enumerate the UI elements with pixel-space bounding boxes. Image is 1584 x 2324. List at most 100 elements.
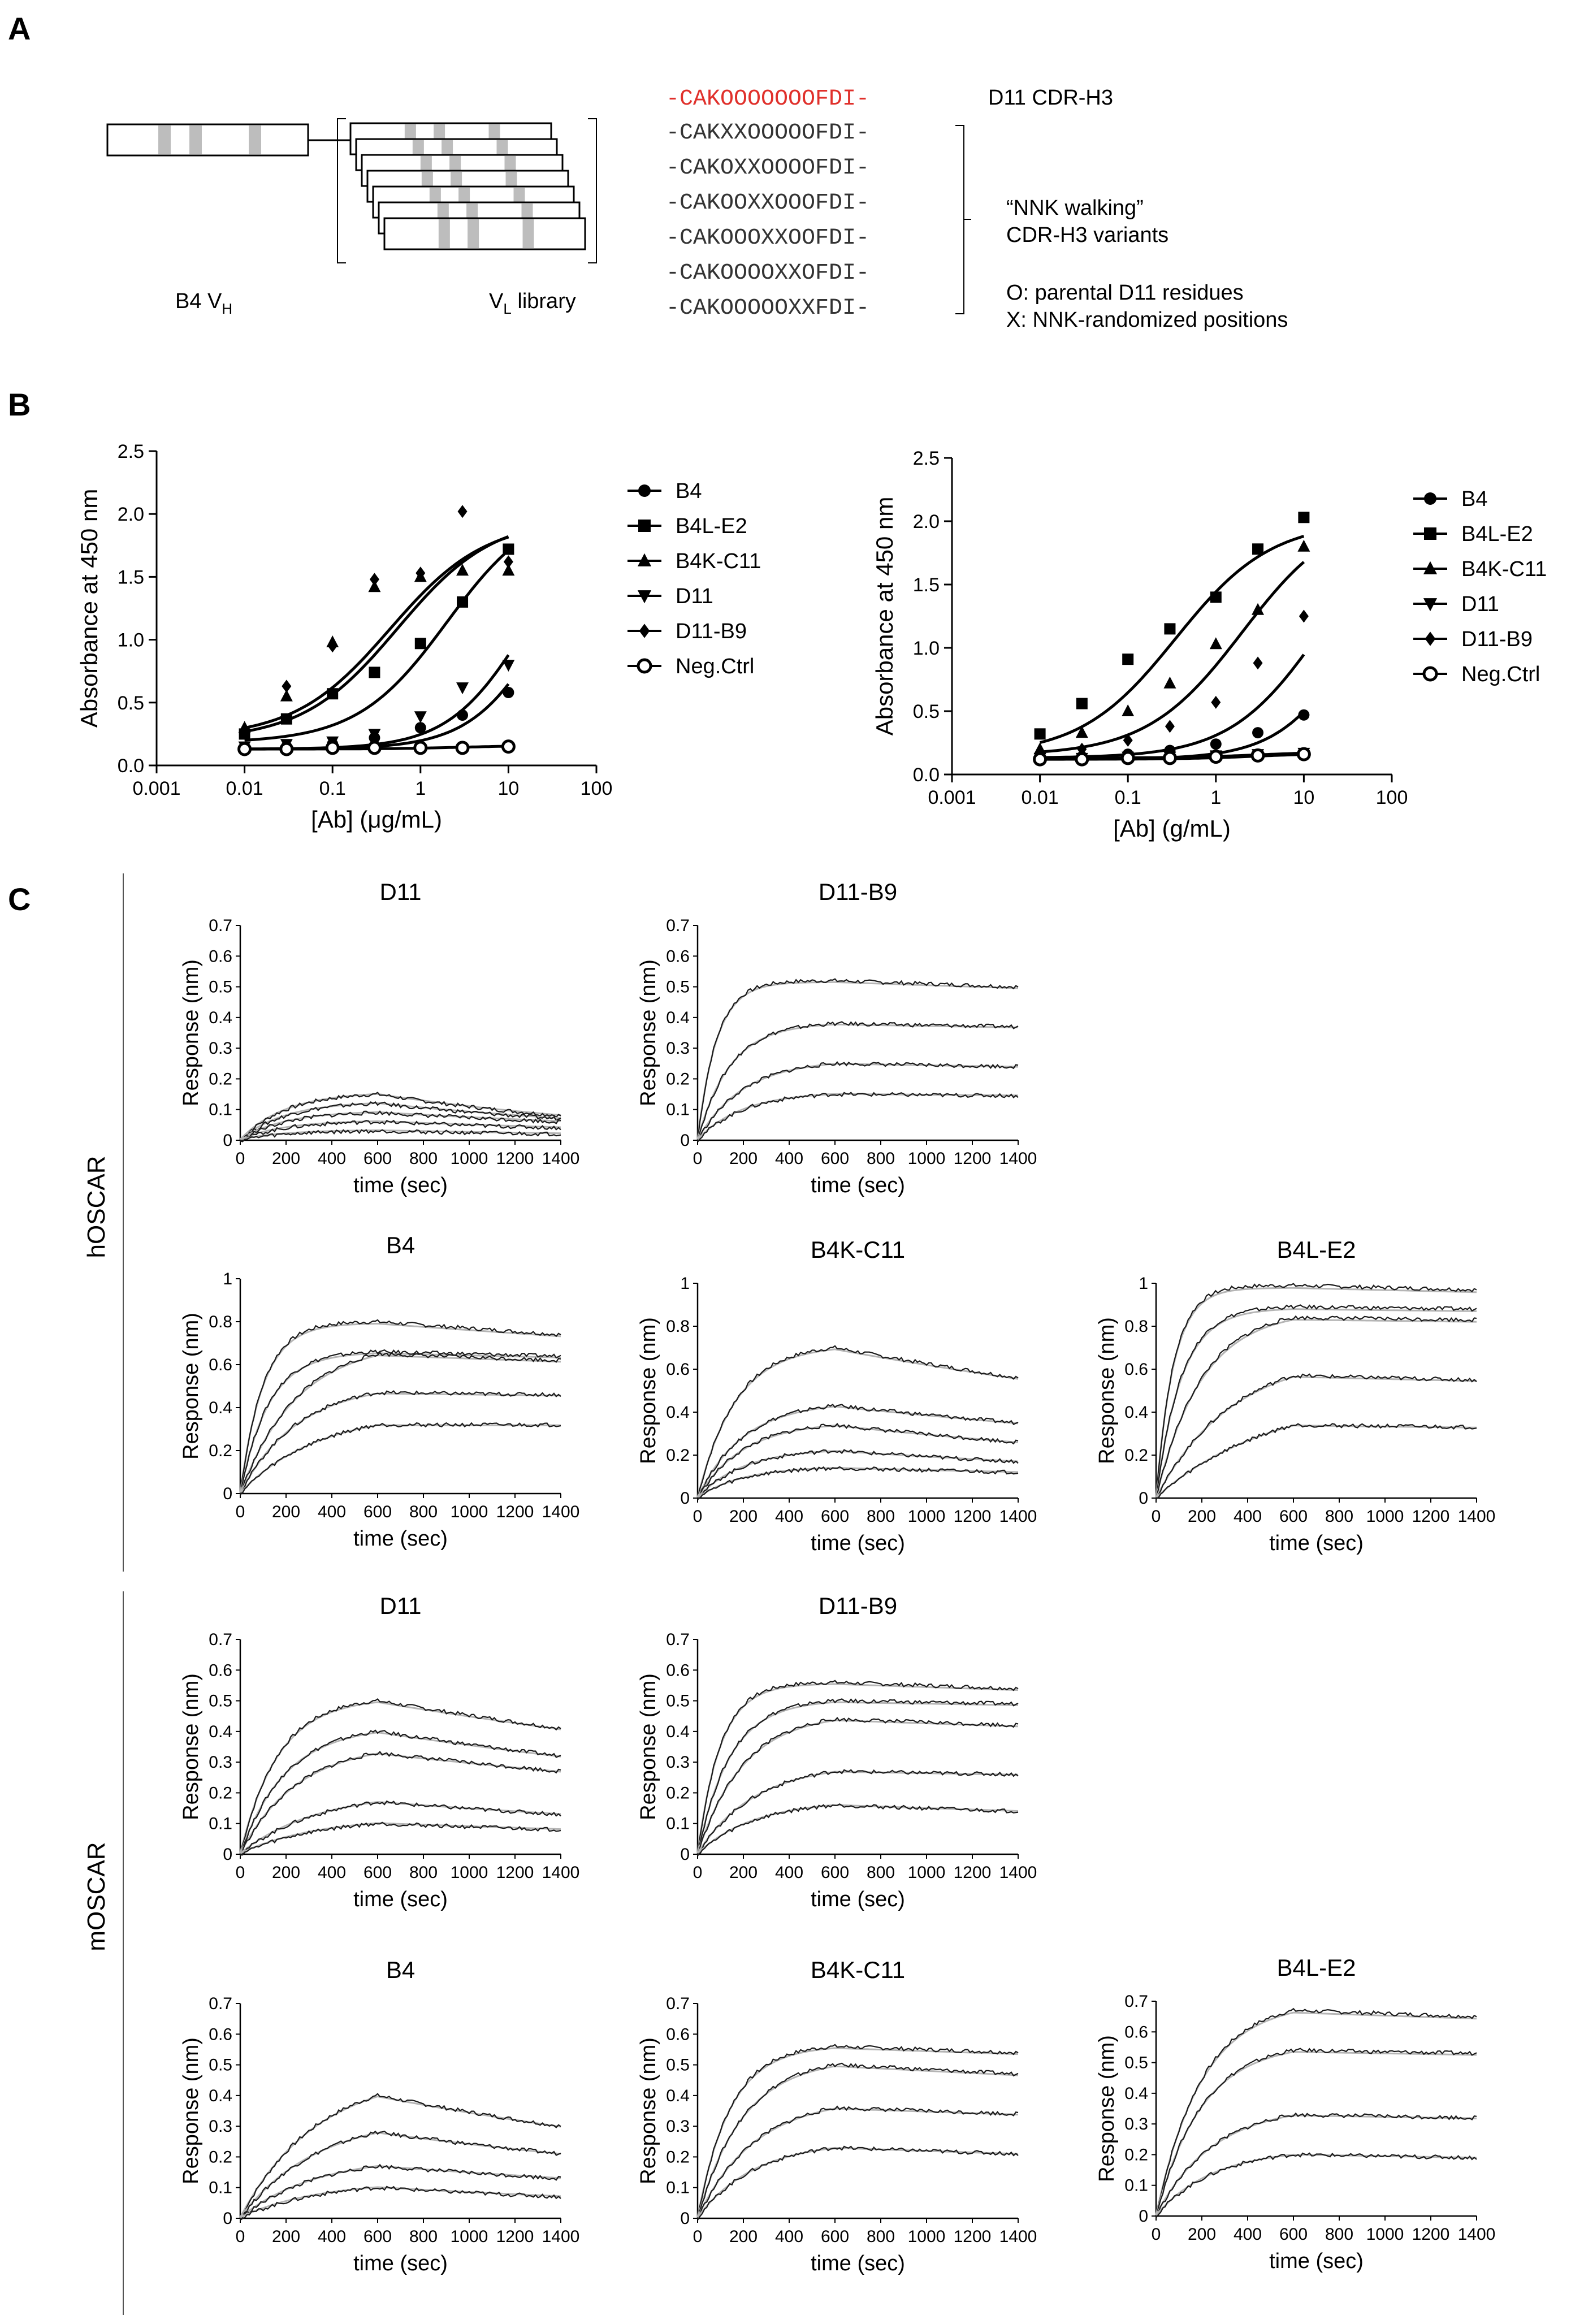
marker-open-circle: [325, 741, 340, 755]
fit-trace: [696, 1348, 1019, 1498]
y-tick-label: 0.2: [1124, 1446, 1148, 1465]
marker-open-circle: [1422, 666, 1438, 682]
marker-open-circle: [1209, 750, 1223, 764]
x-tick-label: 200: [272, 1503, 300, 1521]
response-trace: [240, 1390, 561, 1496]
fit-trace: [1155, 1287, 1477, 1498]
walking-label-2: CDR-H3 variants: [1006, 223, 1168, 247]
y-tick-label: 0.1: [666, 1101, 690, 1119]
x-tick-label: 1200: [954, 1863, 992, 1882]
x-tick-label: 1000: [451, 1149, 488, 1168]
fit-trace: [239, 1354, 561, 1494]
y-tick-label: 0.7: [209, 1994, 232, 2013]
legend-label: B4: [1461, 487, 1487, 511]
panel-b-letter: B: [8, 387, 31, 422]
y-tick-label: 0.7: [666, 1994, 690, 2013]
marker-diamond: [1077, 742, 1087, 756]
vl-label: VL library: [489, 289, 576, 317]
response-trace: [1155, 2112, 1477, 2217]
fit-trace: [1155, 2011, 1477, 2215]
x-tick-label: 800: [867, 2227, 895, 2246]
response-trace: [696, 1404, 1019, 1500]
marker-triangle-down: [456, 682, 469, 695]
y-axis-title: Response (nm): [637, 959, 660, 1106]
response-trace: [696, 2062, 1019, 2221]
x-axis-title: time (sec): [353, 1888, 448, 1911]
y-tick-label: 0.1: [209, 2179, 232, 2197]
response-trace: [1155, 1373, 1477, 1500]
chart-title: B4L-E2: [1276, 1236, 1356, 1263]
x-axis-title: time (sec): [811, 2252, 905, 2275]
x-tick-label: 1400: [542, 1149, 580, 1168]
y-tick-label: 0.2: [209, 2148, 232, 2166]
y-tick-label: 0.5: [118, 693, 144, 714]
x-axis-title: [Ab] (μg/mL): [311, 806, 442, 833]
y-tick-label: 0.2: [209, 1442, 232, 1460]
x-tick-label: 200: [1188, 1507, 1216, 1526]
chart-title: B4L-E2: [1276, 1954, 1356, 1981]
kinetics-chart-m-D11: D11 0 0.1 0.2 0.3 0.4 0.5 0.6 0.7 0 200 400 600 800 10…: [179, 1592, 579, 1911]
x-tick-label: 10: [1293, 787, 1314, 808]
x-tick-label: 1000: [1366, 2225, 1404, 2244]
marker-diamond: [457, 505, 468, 518]
x-tick-label: 400: [1234, 1507, 1262, 1526]
chart-title: D11: [380, 1592, 422, 1619]
y-tick-label: 0: [680, 1131, 690, 1150]
y-tick-label: 0.5: [666, 978, 690, 997]
y-tick-label: 0.6: [209, 2025, 232, 2044]
y-axis-title: Response (nm): [179, 2037, 203, 2184]
elisa-chart-right: 0.0 0.5 1.0 1.5 2.0 2.5 0.001 0.01 0.1 1 10 100 [Ab]…: [871, 448, 1547, 842]
x-tick-label: 0: [693, 1149, 703, 1168]
response-trace: [240, 1129, 561, 1142]
fit-trace: [696, 1449, 1019, 1498]
fit-trace: [696, 2065, 1019, 2218]
y-tick-label: 0.5: [913, 701, 940, 722]
x-tick-label: 1000: [908, 2227, 946, 2246]
marker-diamond: [282, 680, 292, 693]
cdr-band: [468, 219, 479, 248]
x-axis-title: time (sec): [353, 1527, 448, 1551]
y-tick-label: 0.5: [209, 1692, 232, 1711]
response-trace: [1155, 1283, 1477, 1499]
variant-sequences: -CAKXXOOOOOFDI- -CAKOXXOOOOFDI- -CAKOOXXOO…: [666, 120, 869, 321]
y-tick-label: 0.7: [1124, 1992, 1148, 2011]
marker-triangle-up: [1075, 726, 1088, 738]
x-axis-title: time (sec): [811, 1888, 905, 1911]
x-tick-label: 600: [821, 1507, 849, 1526]
y-tick-label: 0.3: [209, 1753, 232, 1772]
fit-curve-B4L-E2: [1039, 535, 1305, 745]
vl-domain-box: [383, 217, 586, 250]
y-tick-label: 0.1: [1124, 2176, 1148, 2195]
x-tick-label: 200: [729, 1149, 758, 1168]
x-tick-label: 800: [867, 1507, 895, 1526]
marker-diamond: [416, 566, 426, 580]
marker-square: [503, 543, 514, 555]
response-trace: [1155, 2048, 1477, 2218]
y-tick-label: 0.6: [209, 1356, 232, 1374]
x-tick-label: 1400: [999, 1507, 1037, 1526]
x-tick-label: 0: [1152, 1507, 1161, 1526]
fit-trace: [239, 1322, 561, 1494]
x-tick-label: 1000: [451, 1503, 488, 1521]
y-tick-label: 0.2: [666, 1070, 690, 1088]
marker-triangle-down: [1423, 598, 1438, 612]
kinetics-chart-h-D11: D11 0 0.1 0.2 0.3 0.4 0.5 0.6 0.7 0 200 400 600 800 10…: [179, 878, 579, 1197]
marker-open-circle: [501, 739, 516, 754]
marker-triangle-down: [502, 660, 515, 672]
parent-sequence: -CAKOOOOOOOFDI-: [666, 86, 869, 112]
x-tick-label: 600: [1279, 2225, 1308, 2244]
y-axis-title: Response (nm): [179, 1673, 203, 1820]
hoscar-label: hOSCAR: [83, 1156, 110, 1258]
x-tick-label: 400: [1234, 2225, 1262, 2244]
x-tick-label: 600: [363, 1149, 392, 1168]
response-trace: [697, 2105, 1019, 2219]
y-tick-label: 0.2: [666, 1784, 690, 1802]
marker-triangle-up: [1033, 742, 1046, 755]
fit-trace: [1155, 2153, 1477, 2216]
x-tick-label: 0: [693, 1863, 703, 1882]
x-tick-label: 1200: [1412, 1507, 1450, 1526]
y-tick-label: 0.5: [666, 2056, 690, 2075]
fit-trace: [696, 2146, 1019, 2218]
response-trace: [697, 1769, 1019, 1856]
